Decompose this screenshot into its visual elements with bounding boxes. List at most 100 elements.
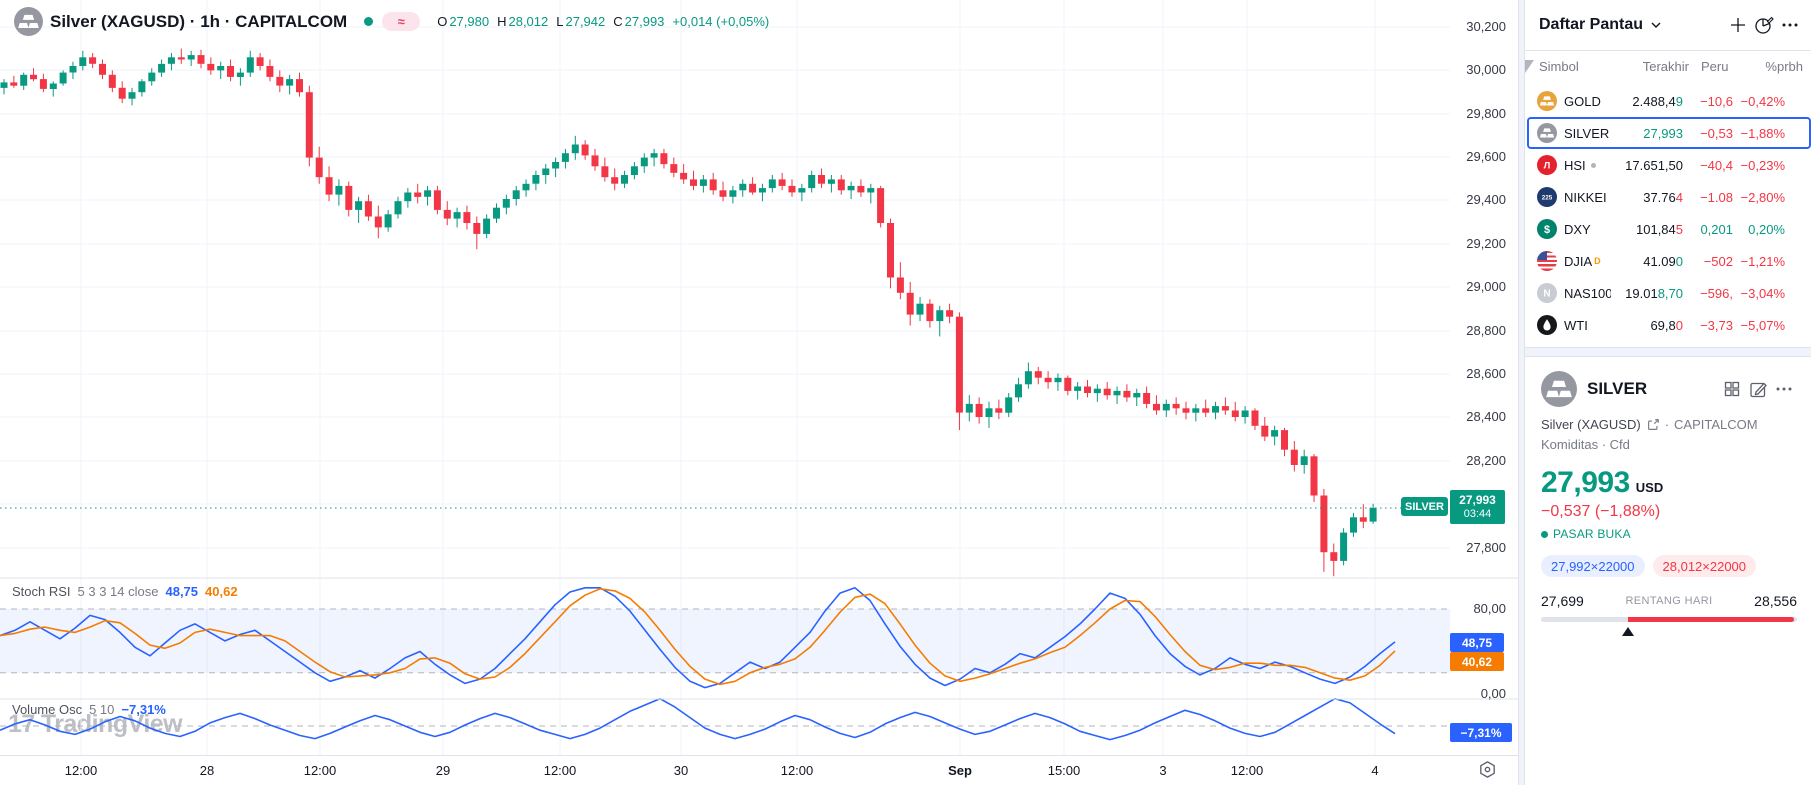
open-value: 27,980 bbox=[449, 14, 490, 29]
panel-divider[interactable] bbox=[1518, 0, 1525, 785]
day-range-low: 27,699 bbox=[1541, 593, 1584, 609]
card-exchange: CAPITALCOM bbox=[1674, 417, 1758, 432]
row-change: −40,4 bbox=[1700, 157, 1733, 173]
bid-pill[interactable]: 27,992×22000 bbox=[1541, 555, 1645, 577]
last-price-symbol-pill: SILVER bbox=[1401, 497, 1448, 516]
time-axis-label: 15:00 bbox=[1047, 763, 1081, 778]
dividend-flag: D bbox=[1594, 255, 1601, 266]
timezone-settings-icon[interactable] bbox=[1477, 759, 1498, 780]
row-change: −3,73 bbox=[1700, 317, 1733, 333]
panel-section-gap bbox=[1525, 347, 1811, 357]
nasdaq-n-icon: N bbox=[1537, 283, 1557, 303]
watchlist-row-NIKKEI[interactable]: 225 NIKKEI 37.764 −1.08 −2,80% bbox=[1525, 181, 1811, 213]
add-symbol-button[interactable] bbox=[1725, 12, 1751, 38]
ohlc-values: O 27,980 H 28,012 L 27,942 C 27,993 +0,014 (… bbox=[437, 14, 769, 29]
stoch-k-axis-pill: 48,75 bbox=[1450, 633, 1504, 652]
tradingview-logo-text: TradingView bbox=[40, 710, 183, 738]
price-axis-label: 28,200 bbox=[1466, 453, 1506, 468]
watchlist-more-button[interactable] bbox=[1777, 12, 1803, 38]
row-change: −10,6 bbox=[1700, 93, 1733, 109]
price-axis-label: 29,000 bbox=[1466, 279, 1506, 294]
card-full-name[interactable]: Silver (XAGUSD) bbox=[1541, 417, 1641, 432]
day-range-bar bbox=[1541, 617, 1797, 636]
column-percent[interactable]: %prbh bbox=[1765, 58, 1803, 74]
external-link-icon[interactable] bbox=[1646, 418, 1660, 432]
watchlist-row-DJIA[interactable]: DJIA D 41.090 −502 −1,21% bbox=[1525, 245, 1811, 277]
row-last-price: 37.764 bbox=[1643, 189, 1683, 205]
time-axis-label: 12:00 bbox=[543, 763, 577, 778]
symbol-title[interactable]: Silver (XAGUSD) · 1h · CAPITALCOM bbox=[50, 11, 348, 31]
edit-note-button[interactable] bbox=[1745, 376, 1771, 402]
row-change-percent: −0,42% bbox=[1740, 93, 1785, 109]
card-more-button[interactable] bbox=[1771, 376, 1797, 402]
watchlist-title[interactable]: Daftar Pantau bbox=[1539, 16, 1644, 33]
price-axis-label: 28,400 bbox=[1466, 409, 1506, 424]
column-last[interactable]: Terakhir bbox=[1642, 58, 1689, 74]
day-range-marker bbox=[1622, 627, 1635, 636]
high-value: 28,012 bbox=[508, 14, 549, 29]
row-change-percent: −5,07% bbox=[1740, 317, 1785, 333]
chart-area[interactable]: 17 TradingView Silver (XAGUSD) · 1h · CA… bbox=[0, 0, 1518, 785]
price-axis-label: 29,200 bbox=[1466, 236, 1506, 251]
column-change[interactable]: Peru bbox=[1701, 58, 1729, 74]
gold-bars-icon bbox=[1537, 91, 1557, 111]
stoch-rsi-legend[interactable]: Stoch RSI 5 3 3 14 close 48,75 40,62 bbox=[12, 584, 238, 599]
price-axis-label: 28,600 bbox=[1466, 366, 1506, 381]
card-instrument-type: Komiditas · Cfd bbox=[1541, 437, 1630, 452]
card-price: 27,993 bbox=[1541, 466, 1630, 499]
stoch-rsi-params: 5 3 3 14 close bbox=[77, 584, 159, 599]
svg-text:$: $ bbox=[1544, 224, 1550, 236]
chevron-down-icon[interactable] bbox=[1647, 16, 1665, 34]
volume-osc-legend[interactable]: Volume Osc 5 10 −7,31% bbox=[12, 702, 166, 717]
nikkei-225-icon: 225 bbox=[1537, 187, 1557, 207]
price-axis-label: 29,600 bbox=[1466, 149, 1506, 164]
day-range: 27,699 RENTANG HARI 28,556 bbox=[1541, 593, 1797, 609]
row-last-price: 101,845 bbox=[1636, 221, 1683, 237]
market-status: PASAR BUKA bbox=[1541, 527, 1797, 541]
card-change: −0,537 (−1,88%) bbox=[1541, 503, 1661, 520]
watchlist-row-GOLD[interactable]: GOLD 2.488,49 −10,6 −0,42% bbox=[1525, 85, 1811, 117]
watchlist-row-NAS100[interactable]: N NAS100 19.018,70 −596, −3,04% bbox=[1525, 277, 1811, 309]
time-scale[interactable]: 12:00 28 12:00 29 12:00 30 12:00 Sep 15:00 3 12:00… bbox=[0, 755, 1518, 785]
stoch-d-axis-pill: 40,62 bbox=[1450, 652, 1504, 671]
last-price-box: 27,993 03:44 bbox=[1450, 490, 1505, 524]
close-label: C bbox=[613, 14, 623, 29]
time-axis-label: 29 bbox=[435, 763, 451, 778]
watchlist-rows: GOLD 2.488,49 −10,6 −0,42% SILVER 27,993… bbox=[1525, 81, 1811, 341]
row-last-price: 17.651,50 bbox=[1625, 157, 1683, 173]
volume-osc-axis-pill: −7,31% bbox=[1450, 723, 1512, 742]
svg-text:Л: Л bbox=[1544, 161, 1551, 172]
row-last-price: 27,993 bbox=[1643, 125, 1683, 141]
row-change: −0,53 bbox=[1700, 125, 1733, 141]
watchlist-row-SILVER[interactable]: SILVER 27,993 −0,53 −1,88% bbox=[1527, 117, 1811, 149]
ask-pill[interactable]: 28,012×22000 bbox=[1652, 555, 1757, 577]
row-change-percent: −0,23% bbox=[1740, 157, 1785, 173]
price-axis-label: 80,00 bbox=[1473, 601, 1506, 616]
watchlist-row-WTI[interactable]: WTI 69,80 −3,73 −5,07% bbox=[1525, 309, 1811, 341]
low-label: L bbox=[556, 14, 564, 29]
watchlist-row-DXY[interactable]: $ DXY 101,845 0,201 0,20% bbox=[1525, 213, 1811, 245]
stoch-k-value: 48,75 bbox=[165, 584, 199, 599]
row-symbol-name: NAS100 bbox=[1564, 285, 1611, 301]
open-label: O bbox=[437, 14, 448, 29]
column-symbol[interactable]: Simbol bbox=[1539, 58, 1579, 74]
price-axis-label: 29,400 bbox=[1466, 192, 1506, 207]
row-last-price: 19.018,70 bbox=[1625, 285, 1683, 301]
row-symbol-name: DJIA D bbox=[1564, 253, 1601, 269]
silver-bars-icon bbox=[1537, 123, 1557, 143]
time-axis-label: 12:00 bbox=[64, 763, 98, 778]
layout-grid-button[interactable] bbox=[1719, 376, 1745, 402]
stoch-d-value: 40,62 bbox=[205, 584, 238, 599]
row-symbol-name: WTI bbox=[1564, 317, 1588, 333]
chart-canvas[interactable] bbox=[0, 0, 1518, 785]
delayed-data-dot bbox=[1590, 162, 1596, 168]
row-symbol-name: SILVER bbox=[1564, 125, 1610, 141]
performance-chart-button[interactable] bbox=[1751, 12, 1777, 38]
row-change-percent: −3,04% bbox=[1740, 285, 1785, 301]
approx-price-badge[interactable]: ≈ bbox=[382, 12, 421, 31]
card-symbol-name[interactable]: SILVER bbox=[1587, 379, 1648, 398]
row-last-price: 69,80 bbox=[1650, 317, 1683, 333]
watchlist-row-HSI[interactable]: Л HSI 17.651,50 −40,4 −0,23% bbox=[1525, 149, 1811, 181]
symbol-detail-card: SILVER Silver (XA bbox=[1525, 357, 1811, 636]
stoch-rsi-title: Stoch RSI bbox=[12, 584, 71, 599]
